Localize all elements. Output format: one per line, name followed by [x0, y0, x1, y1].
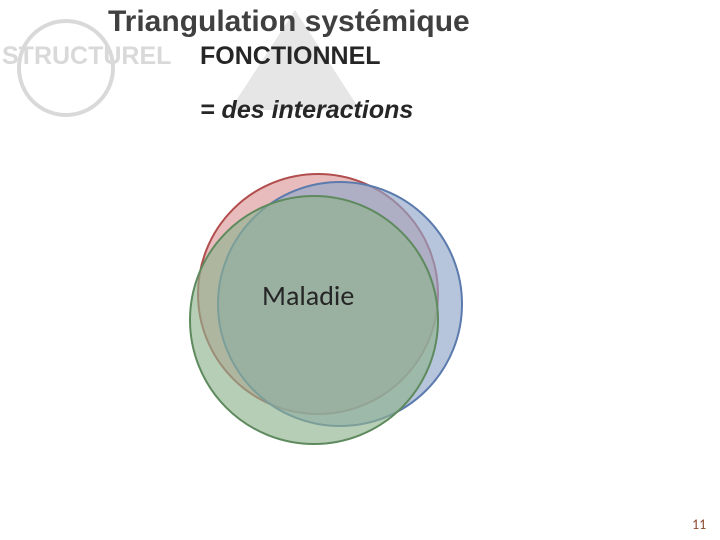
- page-number: 11: [692, 516, 706, 533]
- venn-label: Maladie: [262, 278, 354, 313]
- venn-circle-green: [190, 196, 438, 444]
- slide: Triangulation systémique STRUCTUREL FONC…: [0, 0, 720, 540]
- venn-diagram: [0, 0, 720, 540]
